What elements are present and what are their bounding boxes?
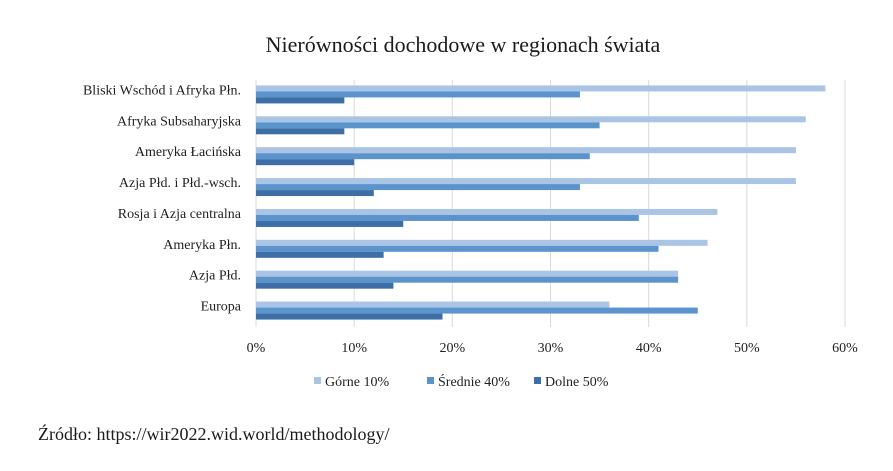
- bar: [256, 184, 580, 191]
- bar: [256, 276, 679, 283]
- bar: [256, 270, 679, 277]
- bar: [256, 122, 600, 129]
- source-note: Źródło: https://wir2022.wid.world/method…: [38, 424, 390, 444]
- legend-swatch: [427, 377, 434, 384]
- tick-label: 40%: [636, 341, 662, 356]
- category-label: Europa: [201, 300, 242, 315]
- bar: [256, 159, 355, 166]
- tick-label: 60%: [832, 341, 858, 356]
- bar: [256, 208, 718, 215]
- tick-label: 10%: [341, 341, 367, 356]
- category-label: Ameryka Płn.: [163, 238, 241, 253]
- bars: [256, 85, 826, 320]
- bar: [256, 282, 394, 289]
- legend-swatch: [314, 377, 321, 384]
- tick-label: 50%: [734, 341, 760, 356]
- legend-label: Górne 10%: [325, 375, 389, 390]
- legend-swatch: [534, 377, 541, 384]
- bar: [256, 153, 590, 160]
- bar: [256, 251, 384, 258]
- bar: [256, 245, 659, 252]
- bar: [256, 97, 345, 104]
- x-axis-ticks: 0% 10% 20% 30% 40% 50% 60%: [247, 341, 859, 356]
- category-label: Bliski Wschód i Afryka Płn.: [83, 83, 241, 98]
- legend-label: Dolne 50%: [545, 375, 609, 390]
- legend: Górne 10% Średnie 40% Dolne 50%: [314, 373, 609, 390]
- tick-label: 20%: [439, 341, 465, 356]
- bar: [256, 239, 708, 246]
- bar: [256, 91, 580, 98]
- bar: [256, 220, 404, 227]
- bar: [256, 214, 639, 221]
- category-label: Azja Płd.: [189, 269, 241, 284]
- tick-label: 30%: [538, 341, 564, 356]
- chart-title: Nierówności dochodowe w regionach świata: [266, 32, 661, 57]
- bar: [256, 128, 345, 135]
- category-label: Ameryka Łacińska: [135, 145, 242, 160]
- bar: [256, 307, 698, 314]
- bar: [256, 85, 826, 92]
- bar: [256, 147, 796, 154]
- bar: [256, 190, 374, 197]
- category-label: Azja Płd. i Płd.-wsch.: [119, 176, 241, 191]
- bar: [256, 116, 806, 123]
- bar: [256, 301, 610, 308]
- bar: [256, 313, 443, 320]
- legend-label: Średnie 40%: [438, 373, 510, 390]
- category-label: Afryka Subsaharyjska: [117, 114, 242, 129]
- category-label: Rosja i Azja centralna: [118, 207, 242, 222]
- category-labels: Bliski Wschód i Afryka Płn. Afryka Subsah…: [83, 83, 242, 314]
- tick-label: 0%: [247, 341, 266, 356]
- bar: [256, 178, 796, 185]
